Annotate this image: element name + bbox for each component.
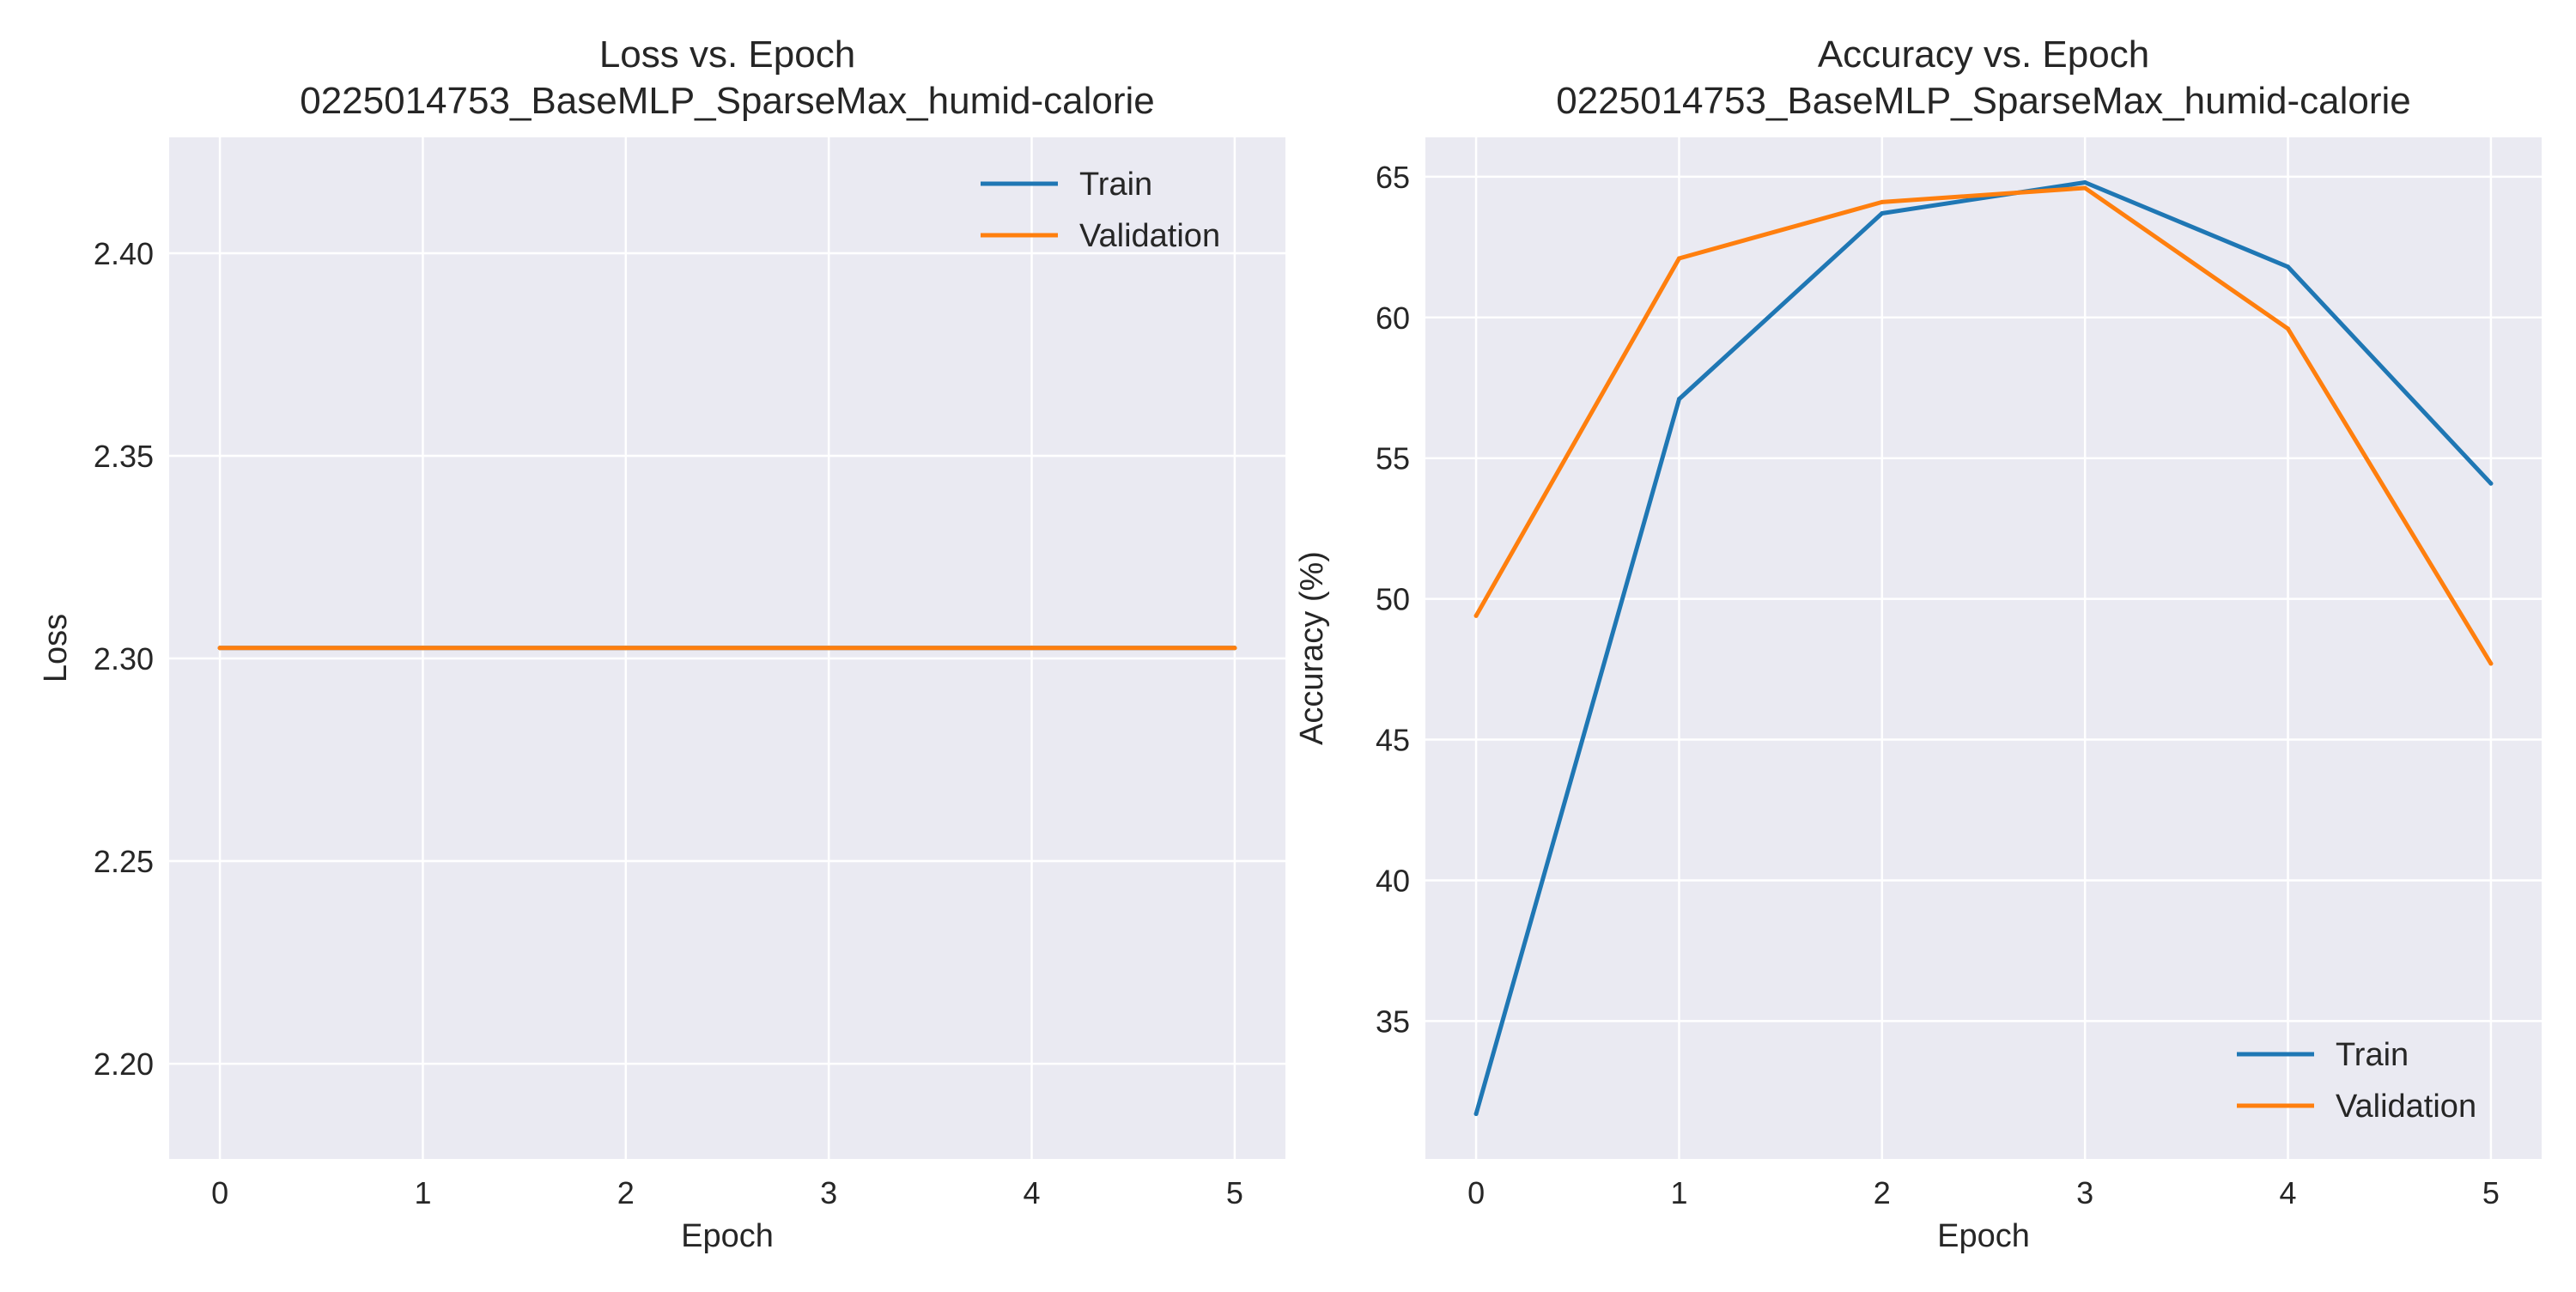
loss-xtick-label: 1 <box>414 1175 431 1210</box>
loss-xtick-label: 4 <box>1024 1175 1041 1210</box>
accuracy-xtick-label: 0 <box>1467 1175 1485 1210</box>
accuracy-plot-area <box>1425 137 2542 1159</box>
accuracy-chart-subtitle: 0225014753_BaseMLP_SparseMax_humid-calor… <box>1556 80 2411 122</box>
loss-xtick-label: 3 <box>820 1175 837 1210</box>
loss-series-validation-point <box>623 646 629 651</box>
accuracy-series-train-point <box>1473 1112 1479 1117</box>
accuracy-series-train-point <box>1676 397 1681 402</box>
loss-series-validation-point <box>420 646 425 651</box>
loss-panel: 0 1 2 3 4 5 2.20 2.25 2.30 2.35 2.40 Loss vs. Epoch… <box>38 33 1285 1254</box>
accuracy-ytick-label: 60 <box>1376 300 1410 336</box>
accuracy-series-validation-point <box>2286 326 2291 331</box>
loss-series-validation-point <box>826 646 831 651</box>
loss-ytick-label: 2.25 <box>94 844 154 879</box>
accuracy-series-train-point <box>2488 481 2494 486</box>
accuracy-y-axis-label: Accuracy (%) <box>1294 551 1330 745</box>
loss-chart-title: Loss vs. Epoch <box>599 33 855 76</box>
loss-series-validation-point <box>217 646 222 651</box>
accuracy-ytick-label: 35 <box>1376 1004 1410 1039</box>
accuracy-xtick-label: 1 <box>1670 1175 1687 1210</box>
accuracy-xtick-label: 5 <box>2482 1175 2500 1210</box>
accuracy-series-validation-line <box>1473 185 2494 666</box>
accuracy-legend-label-train: Train <box>2336 1037 2409 1073</box>
loss-legend-label-validation: Validation <box>1079 218 1220 254</box>
accuracy-series-train-point <box>2286 264 2291 270</box>
accuracy-xtick-label: 2 <box>1874 1175 1891 1210</box>
loss-y-axis-label: Loss <box>38 614 74 682</box>
accuracy-xtick-label: 4 <box>2280 1175 2297 1210</box>
loss-series-validation-point <box>1232 646 1237 651</box>
accuracy-series-validation-point <box>2082 185 2087 191</box>
accuracy-legend: Train Validation <box>2237 1037 2476 1125</box>
accuracy-legend-label-validation: Validation <box>2336 1089 2476 1125</box>
loss-legend: Train Validation <box>981 167 1220 254</box>
loss-ytick-label: 2.35 <box>94 439 154 474</box>
loss-x-axis-label: Epoch <box>681 1218 774 1254</box>
accuracy-series-validation-point <box>1473 613 1479 618</box>
accuracy-ytick-label: 50 <box>1376 582 1410 617</box>
loss-xtick-label: 2 <box>617 1175 635 1210</box>
accuracy-chart-title: Accuracy vs. Epoch <box>1818 33 2149 76</box>
accuracy-series-validation-point <box>1676 256 1681 261</box>
loss-chart-subtitle: 0225014753_BaseMLP_SparseMax_humid-calor… <box>300 80 1155 122</box>
loss-series-validation-point <box>1030 646 1035 651</box>
loss-ytick-label: 2.20 <box>94 1046 154 1082</box>
accuracy-ytick-label: 45 <box>1376 723 1410 758</box>
loss-xtick-label: 5 <box>1226 1175 1243 1210</box>
loss-legend-label-train: Train <box>1079 167 1152 203</box>
accuracy-x-axis-label: Epoch <box>1937 1218 2030 1254</box>
loss-xtick-label: 0 <box>211 1175 228 1210</box>
accuracy-series-validation-point <box>2488 661 2494 666</box>
loss-ytick-label: 2.40 <box>94 236 154 271</box>
accuracy-xtick-label: 3 <box>2076 1175 2093 1210</box>
accuracy-ytick-label: 65 <box>1376 160 1410 195</box>
accuracy-ytick-label: 40 <box>1376 863 1410 898</box>
accuracy-series-train-point <box>1880 211 1885 216</box>
accuracy-ytick-label: 55 <box>1376 441 1410 476</box>
accuracy-series-train-point <box>2082 179 2087 185</box>
loss-ytick-label: 2.30 <box>94 641 154 676</box>
accuracy-series-train-line <box>1473 180 2494 1116</box>
accuracy-series-validation-point <box>1880 199 1885 204</box>
